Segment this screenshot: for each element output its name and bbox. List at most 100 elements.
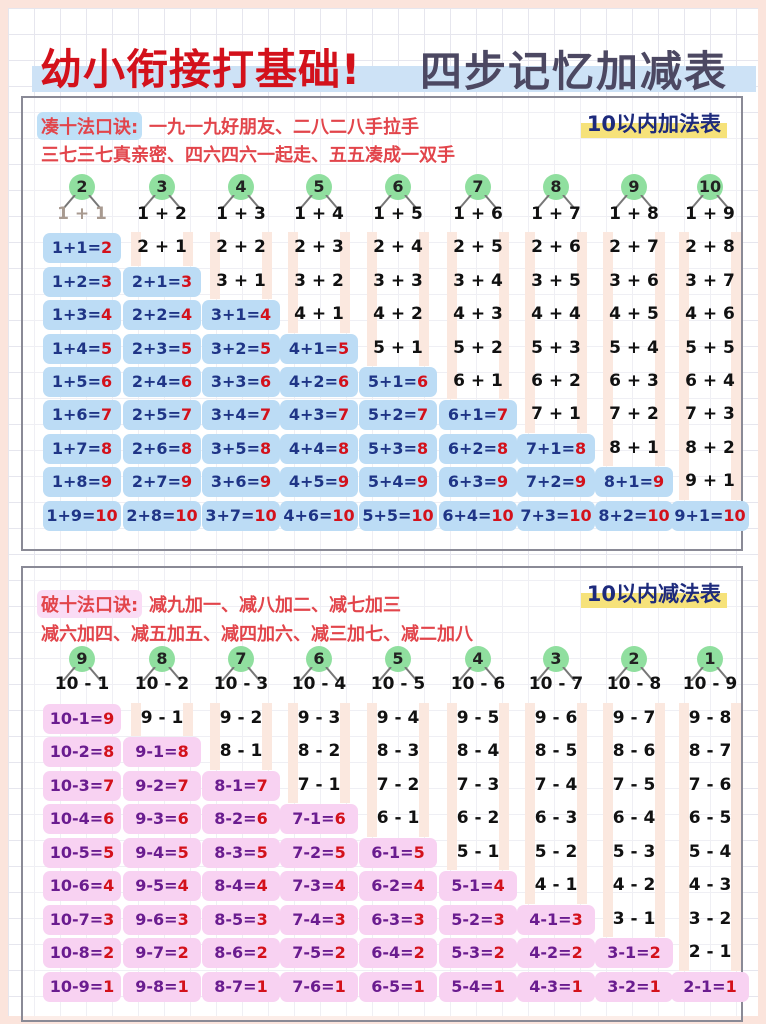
plain-expression: 7 + 1 xyxy=(531,404,581,425)
column-stripe xyxy=(340,232,350,333)
plain-expression: 4 + 4 xyxy=(531,304,581,325)
equation-left: 2-1= xyxy=(683,976,726,996)
equation-answer: 6 xyxy=(100,372,113,391)
equation-answer: 7 xyxy=(177,775,189,795)
equation-answer: 7 xyxy=(180,405,193,425)
branch-lines xyxy=(298,194,340,210)
equation-left: 6-3= xyxy=(371,909,414,929)
solved-equation: 9-2=7 xyxy=(123,770,201,801)
solved-equation: 9+1=10 xyxy=(671,500,749,531)
plain-expression: 1 + 5 xyxy=(373,204,423,224)
equation-answer: 9 xyxy=(103,708,115,728)
subtraction-rule-label: 破十法口诀: xyxy=(37,590,143,618)
equation-answer: 1 xyxy=(571,976,583,996)
equation-left: 10-2= xyxy=(49,742,104,761)
plain-expression: 1 + 6 xyxy=(453,204,503,224)
plain-expression: 6 + 4 xyxy=(685,371,735,391)
equation-left: 1+9= xyxy=(46,505,96,525)
solved-equation: 4+5=9 xyxy=(280,467,358,498)
equation-left: 10-9= xyxy=(49,976,104,996)
plain-expression: 5 + 3 xyxy=(531,337,581,358)
equation-left: 10-3= xyxy=(49,775,104,795)
plain-expression: 7 - 5 xyxy=(612,774,656,795)
plain-expression: 7 - 2 xyxy=(376,774,420,795)
plain-expression: 8 - 2 xyxy=(297,741,341,761)
branch-lines xyxy=(220,194,262,210)
solved-equation: 8-3=5 xyxy=(202,837,280,868)
column-stripe xyxy=(131,232,141,266)
equation-answer: 1 xyxy=(177,976,189,996)
plain-expression: 2 + 6 xyxy=(531,237,581,258)
equation-left: 10-4= xyxy=(49,809,104,828)
addition-table: 凑十法口诀: 一九一九好朋友、二八二八手拉手 三七三七真亲密、四六四六一起走、五… xyxy=(21,96,749,551)
equation-left: 6-2= xyxy=(371,876,414,895)
equation-left: 10-1= xyxy=(49,708,104,728)
equation-left: 5+4= xyxy=(367,472,417,492)
equation-left: 4-3= xyxy=(529,976,572,996)
equation-left: 10-6= xyxy=(49,876,104,895)
equation-answer: 3 xyxy=(103,909,115,929)
solved-equation: 5+1=6 xyxy=(359,367,437,397)
solved-equation: 5+5=10 xyxy=(359,500,437,531)
branch-lines xyxy=(220,666,262,682)
plain-expression: 3 + 6 xyxy=(609,270,659,291)
equation-answer: 5 xyxy=(413,842,425,862)
equation-left: 8+2= xyxy=(598,505,648,525)
solved-equation: 10-4=6 xyxy=(43,804,121,834)
plain-expression: 3 + 1 xyxy=(216,270,266,291)
column-stripe xyxy=(499,232,509,400)
plain-expression: 5 - 1 xyxy=(456,841,500,862)
equation-answer: 8 xyxy=(180,438,193,458)
plain-expression: 1 + 1 xyxy=(57,204,107,224)
solved-equation: 1+9=10 xyxy=(43,500,121,531)
plain-expression: 4 - 3 xyxy=(688,875,732,895)
column-stripe xyxy=(367,702,377,837)
solved-equation: 5+4=9 xyxy=(359,467,437,498)
solved-equation: 10-9=1 xyxy=(43,971,121,1002)
solved-equation: 7+1=8 xyxy=(517,433,595,464)
plain-expression: 10 - 9 xyxy=(682,674,738,694)
equation-left: 9-3= xyxy=(135,809,178,828)
solved-equation: 6-2=4 xyxy=(359,871,437,901)
solved-equation: 1+8=9 xyxy=(43,467,121,498)
column-stripe xyxy=(367,232,377,366)
branch-lines xyxy=(535,666,577,682)
plain-expression: 7 + 2 xyxy=(609,404,659,425)
plain-expression: 6 - 5 xyxy=(688,808,732,828)
plain-expression: 10 - 5 xyxy=(370,674,426,694)
equation-left: 9-7= xyxy=(135,943,178,962)
equation-left: 10-8= xyxy=(49,943,104,962)
solved-equation: 8-1=7 xyxy=(202,770,280,801)
plain-expression: 1 + 9 xyxy=(685,204,735,224)
branch-lines xyxy=(61,666,103,682)
column-stripe xyxy=(731,702,741,971)
plain-expression: 7 - 4 xyxy=(534,774,578,795)
plain-expression: 4 - 1 xyxy=(534,875,578,895)
branch-lines xyxy=(141,194,183,210)
solved-equation: 9-4=5 xyxy=(123,837,201,868)
equation-answer: 7 xyxy=(256,775,268,795)
solved-equation: 6+3=9 xyxy=(439,467,517,498)
equation-answer: 2 xyxy=(100,238,113,258)
branch-lines xyxy=(689,194,731,210)
equation-left: 2+3= xyxy=(131,338,181,358)
plain-expression: 8 - 6 xyxy=(612,741,656,761)
plain-expression: 5 - 4 xyxy=(688,841,732,862)
solved-equation: 5-4=1 xyxy=(439,971,517,1002)
solved-equation: 10-3=7 xyxy=(43,770,121,801)
equation-answer: 6 xyxy=(256,809,268,828)
poster-title: 幼小衔接打基础! 四步记忆加减表 xyxy=(20,36,756,96)
column-stripe xyxy=(447,232,457,400)
solved-equation: 8+2=10 xyxy=(595,500,673,531)
solved-equation: 10-1=9 xyxy=(43,703,121,734)
equation-left: 4+2= xyxy=(288,372,338,391)
plain-expression: 6 - 2 xyxy=(456,808,500,828)
plain-expression: 2 + 1 xyxy=(137,237,187,258)
plain-expression: 6 - 1 xyxy=(376,808,420,828)
equation-left: 8-6= xyxy=(214,943,257,962)
solved-equation: 4+2=6 xyxy=(280,367,358,397)
equation-left: 5-2= xyxy=(451,909,494,929)
equation-left: 7-6= xyxy=(292,976,335,996)
plain-expression: 7 - 6 xyxy=(688,774,732,795)
solved-equation: 4+4=8 xyxy=(280,433,358,464)
